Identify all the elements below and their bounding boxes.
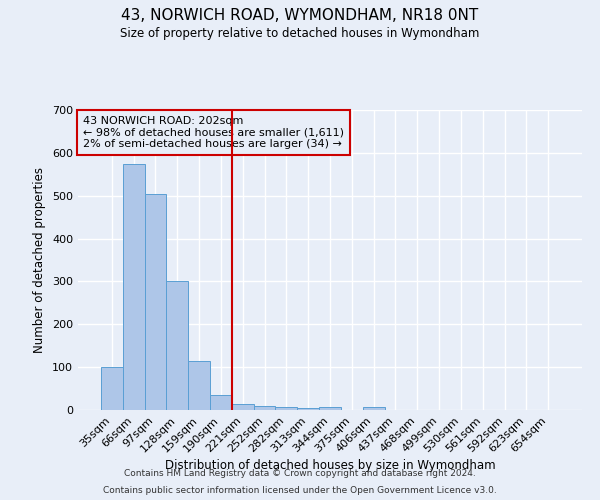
Text: Size of property relative to detached houses in Wymondham: Size of property relative to detached ho… (121, 28, 479, 40)
Bar (210, 395, 232, 410)
Text: 43 NORWICH ROAD: 202sqm
← 98% of detached houses are smaller (1,611)
2% of semi-: 43 NORWICH ROAD: 202sqm ← 98% of detache… (83, 116, 344, 149)
Bar (101, 367, 123, 410)
Bar (319, 407, 341, 410)
Bar (188, 360, 210, 410)
Y-axis label: Number of detached properties: Number of detached properties (34, 167, 46, 353)
Text: Contains public sector information licensed under the Open Government Licence v3: Contains public sector information licen… (103, 486, 497, 495)
Bar (275, 407, 297, 410)
Text: 43, NORWICH ROAD, WYMONDHAM, NR18 0NT: 43, NORWICH ROAD, WYMONDHAM, NR18 0NT (121, 8, 479, 22)
Bar (232, 404, 254, 410)
Bar (123, 164, 145, 410)
Text: Contains HM Land Registry data © Crown copyright and database right 2024.: Contains HM Land Registry data © Crown c… (124, 468, 476, 477)
X-axis label: Distribution of detached houses by size in Wymondham: Distribution of detached houses by size … (164, 460, 496, 472)
Bar (166, 282, 188, 410)
Bar (254, 406, 275, 410)
Bar (297, 408, 319, 410)
Bar (363, 406, 385, 410)
Bar (145, 194, 166, 410)
